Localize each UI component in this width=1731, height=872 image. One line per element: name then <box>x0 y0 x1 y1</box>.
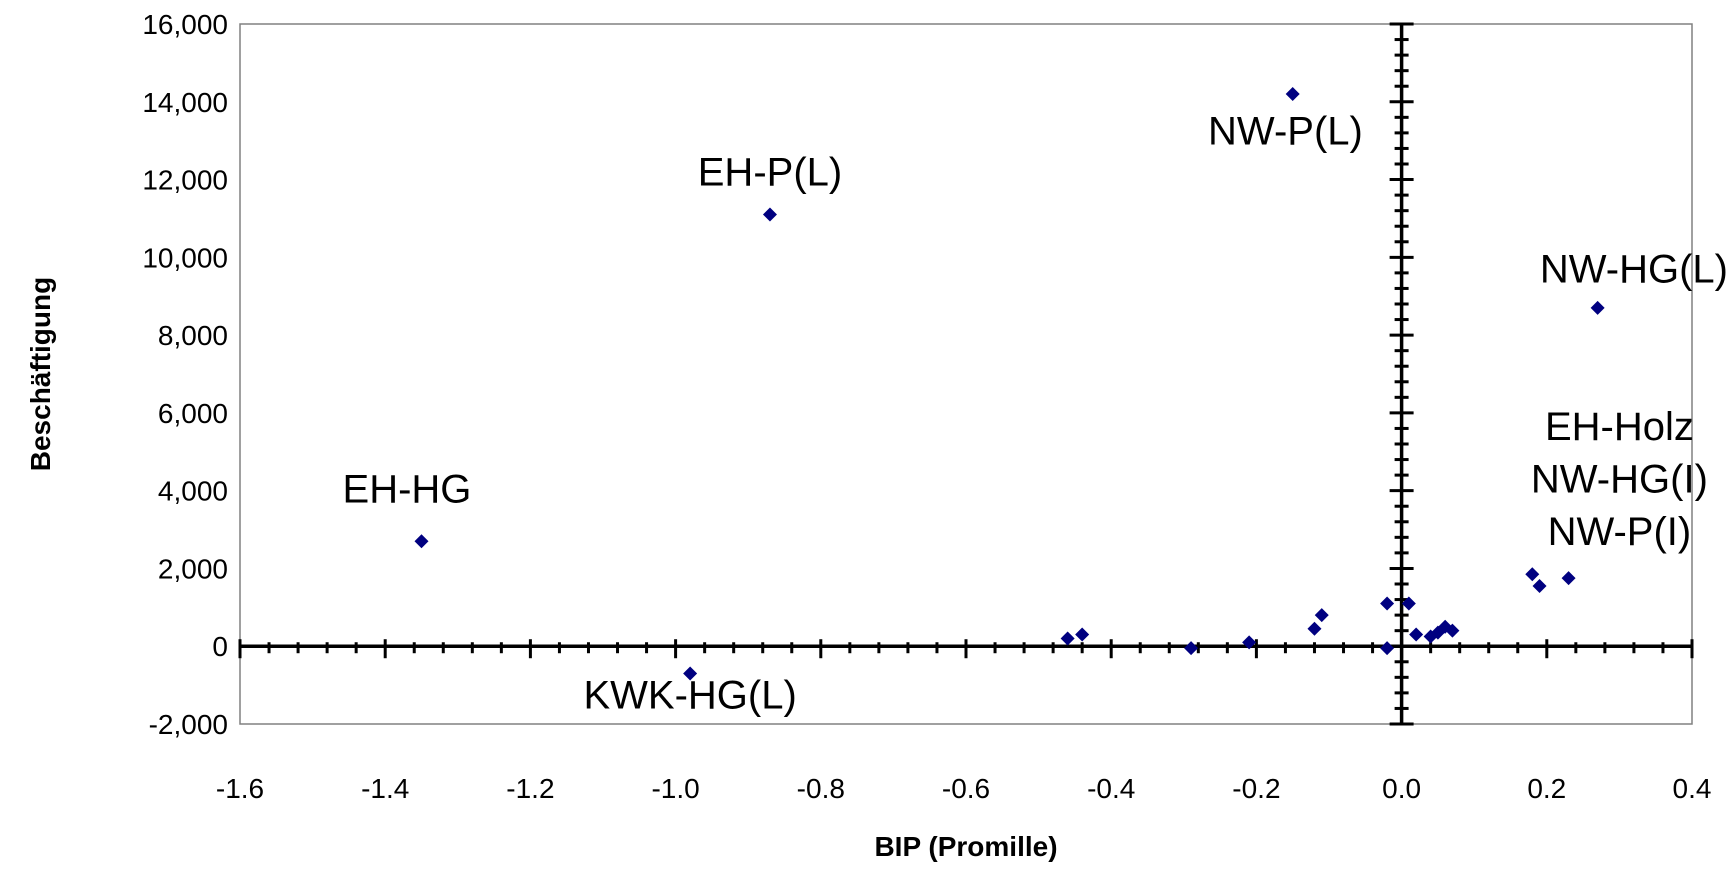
x-tick-label: 0.4 <box>1673 773 1712 804</box>
data-point <box>414 534 429 549</box>
data-point <box>1525 567 1540 582</box>
x-tick-label: 0.0 <box>1382 773 1421 804</box>
y-tick-label: -2,000 <box>149 709 228 740</box>
x-tick-label: -1.6 <box>216 773 264 804</box>
data-point <box>1380 596 1395 611</box>
point-annotation: NW-HG(I) <box>1531 458 1708 502</box>
x-tick-label: -1.4 <box>361 773 409 804</box>
point-annotation: NW-HG(L) <box>1540 248 1728 292</box>
axes: -1.6 -1.4 -1.2 -1.0 -0.8 -0.6 -0.4 -0.2 0.0 0.2 0.… <box>142 9 1711 804</box>
data-point <box>1075 627 1090 642</box>
point-annotation: NW-P(L) <box>1208 110 1363 154</box>
y-tick-label: 6,000 <box>158 398 228 429</box>
point-annotation: NW-P(I) <box>1548 510 1692 554</box>
point-annotation: EH-HG <box>343 467 472 511</box>
data-point <box>1401 596 1416 611</box>
y-tick-label: 4,000 <box>158 476 228 507</box>
x-tick-label: -1.0 <box>651 773 699 804</box>
y-tick-label: 8,000 <box>158 320 228 351</box>
data-point <box>1532 578 1547 593</box>
data-point <box>683 666 698 681</box>
x-axis-title: BIP (Promille) <box>874 831 1057 862</box>
annotations: EH-HG KWK-HG(L) EH-P(L) NW-P(L) NW-HG(L) EH-H… <box>343 110 1728 718</box>
x-tick-label: 0.2 <box>1527 773 1566 804</box>
x-tick-label: -1.2 <box>506 773 554 804</box>
data-point <box>1590 300 1605 315</box>
data-point <box>762 207 777 222</box>
plot-area <box>239 23 1693 725</box>
y-tick-label: 16,000 <box>142 9 228 40</box>
x-tick-label: -0.4 <box>1087 773 1135 804</box>
point-annotation: EH-P(L) <box>698 150 842 194</box>
data-point <box>1184 641 1199 656</box>
y-tick-label: 10,000 <box>142 242 228 273</box>
data-points <box>414 87 1605 681</box>
data-point <box>1314 608 1329 623</box>
y-tick-label: 0 <box>212 631 228 662</box>
data-point <box>1409 627 1424 642</box>
point-annotation: KWK-HG(L) <box>583 673 796 717</box>
data-point <box>1307 621 1322 636</box>
y-axis-title: Beschäftigung <box>25 277 56 471</box>
y-tick-label: 14,000 <box>142 87 228 118</box>
data-point <box>1380 641 1395 656</box>
data-point <box>1445 623 1460 638</box>
point-annotation: EH-Holz <box>1545 405 1694 449</box>
x-tick-label: -0.2 <box>1232 773 1280 804</box>
x-tick-label: -0.6 <box>942 773 990 804</box>
x-tick-label: -0.8 <box>797 773 845 804</box>
data-point <box>1285 87 1300 101</box>
y-tick-label: 12,000 <box>142 165 228 196</box>
data-point <box>1561 571 1576 586</box>
y-tick-label: 2,000 <box>158 553 228 584</box>
data-point <box>1060 631 1075 646</box>
data-point <box>1242 635 1257 650</box>
